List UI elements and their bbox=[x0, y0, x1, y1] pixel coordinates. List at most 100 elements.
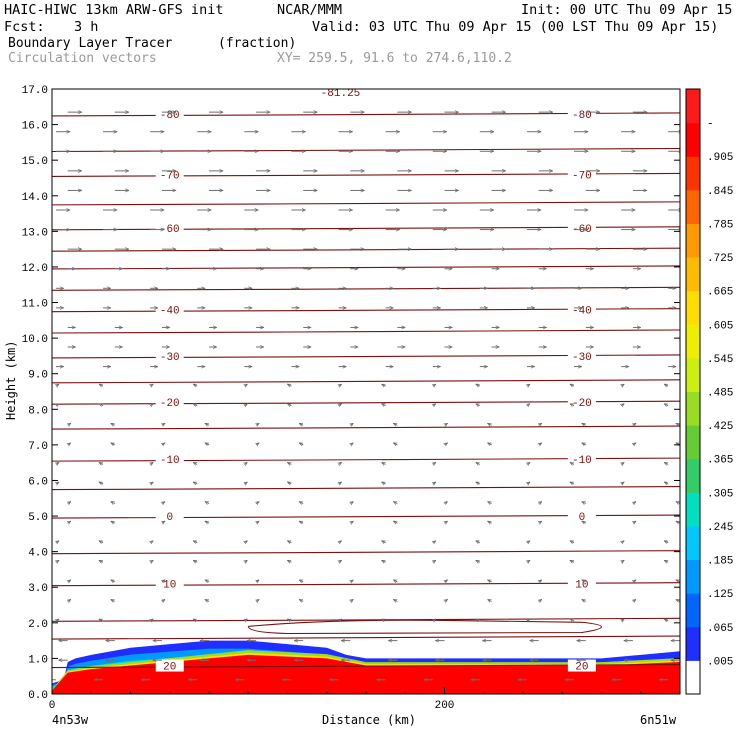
colorbar-label: .245 bbox=[707, 522, 733, 534]
circulation-vector bbox=[111, 442, 116, 445]
circulation-vector bbox=[433, 404, 436, 406]
colorbar-swatch bbox=[686, 89, 700, 124]
circulation-vector bbox=[299, 501, 304, 504]
circulation-vector bbox=[527, 462, 530, 464]
circulation-vector bbox=[150, 462, 153, 464]
contour-label-5-0: -20 bbox=[160, 398, 180, 410]
circulation-vector bbox=[488, 442, 492, 445]
contour-label-bg bbox=[567, 659, 596, 672]
y-tick-label: 10.0 bbox=[22, 334, 48, 346]
circulation-vector bbox=[350, 580, 353, 582]
circulation-vector bbox=[287, 403, 292, 406]
circulation-vector bbox=[111, 520, 116, 523]
circulation-vector bbox=[393, 501, 398, 504]
contour-label-9-1: 20 bbox=[575, 662, 588, 674]
y-tick-label: 7.0 bbox=[28, 441, 48, 453]
contour-label-bg bbox=[567, 168, 596, 181]
x-tick-label: 0 bbox=[49, 700, 56, 712]
circulation-vector bbox=[99, 462, 104, 464]
circulation-vector bbox=[150, 541, 153, 543]
circulation-vector bbox=[256, 443, 259, 445]
contour-label-4-0: -30 bbox=[160, 352, 180, 364]
circulation-vector bbox=[382, 481, 386, 484]
circulation-vector bbox=[488, 520, 492, 523]
circulation-vector bbox=[162, 599, 165, 601]
colorbar-swatch bbox=[686, 156, 700, 191]
circulation-vector bbox=[150, 560, 153, 562]
circulation-vector bbox=[205, 501, 210, 504]
circulation-vector bbox=[68, 580, 71, 582]
circulation-vector bbox=[193, 540, 198, 543]
circulation-vector bbox=[676, 579, 680, 582]
circulation-vector bbox=[56, 619, 59, 621]
overlay-name: Circulation vectors bbox=[8, 51, 157, 66]
circulation-vector bbox=[150, 619, 153, 621]
circulation-vector bbox=[287, 462, 292, 464]
circulation-vector bbox=[256, 599, 259, 601]
contour-line-14 bbox=[52, 286, 680, 291]
circulation-vector bbox=[433, 384, 436, 386]
contour-label-3-1: -40 bbox=[572, 306, 592, 318]
circulation-vector bbox=[111, 501, 116, 504]
circulation-vector bbox=[150, 384, 153, 386]
circulation-vector bbox=[539, 502, 542, 504]
field-name: Boundary Layer Tracer bbox=[8, 36, 173, 51]
contour-line-11 bbox=[52, 201, 680, 206]
circulation-vector bbox=[205, 520, 210, 523]
contour-label-bg bbox=[155, 510, 184, 523]
circulation-vector bbox=[68, 502, 71, 504]
colorbar-swatch bbox=[686, 257, 700, 292]
colorbar-label: .785 bbox=[707, 219, 733, 231]
circulation-vector bbox=[488, 579, 492, 582]
colorbar-label: .545 bbox=[707, 354, 733, 366]
circulation-vector bbox=[621, 404, 624, 406]
circulation-vector bbox=[287, 540, 292, 543]
circulation-vector bbox=[56, 384, 59, 386]
circulation-vector bbox=[488, 599, 492, 601]
x-tick-label: 200 bbox=[435, 700, 455, 712]
circulation-vector bbox=[256, 423, 259, 425]
y-tick-label: 12.0 bbox=[22, 263, 48, 275]
circulation-vector bbox=[299, 579, 304, 582]
circulation-vector bbox=[433, 541, 436, 543]
contour-label-6-0: -10 bbox=[160, 455, 180, 467]
y-tick-label: 15.0 bbox=[22, 156, 48, 168]
y-tick-label: 2.0 bbox=[28, 619, 48, 631]
colorbar-label: .185 bbox=[707, 556, 733, 568]
circulation-vector bbox=[244, 462, 247, 464]
circulation-vector bbox=[111, 599, 116, 601]
circulation-vector bbox=[382, 540, 386, 543]
contour-label-bg bbox=[567, 510, 596, 523]
circulation-vector bbox=[633, 599, 636, 601]
contour-label-1-1: -70 bbox=[572, 170, 592, 182]
circulation-vector bbox=[527, 619, 530, 621]
circulation-vector bbox=[445, 502, 448, 504]
circulation-vector bbox=[193, 481, 198, 484]
circulation-vector bbox=[570, 559, 575, 562]
y-tick-label: 14.0 bbox=[22, 192, 48, 204]
colorbar-swatch bbox=[686, 223, 700, 258]
circulation-vector bbox=[676, 422, 680, 425]
colorbar-swatch bbox=[686, 122, 700, 157]
colorbar-swatch bbox=[686, 324, 700, 359]
colorbar-label: .665 bbox=[707, 287, 733, 299]
circulation-vector bbox=[539, 521, 542, 523]
xy-coordinates: XY= 259.5, 91.6 to 274.6,110.2 bbox=[277, 51, 512, 66]
circulation-vector bbox=[445, 580, 448, 582]
circulation-vector bbox=[433, 560, 436, 562]
circulation-vector bbox=[527, 482, 530, 484]
circulation-vector bbox=[56, 462, 59, 464]
circulation-vector bbox=[664, 383, 669, 386]
circulation-vector bbox=[68, 599, 71, 601]
y-tick-label: 3.0 bbox=[28, 583, 48, 595]
contour-label-7-0: 0 bbox=[166, 512, 173, 524]
forecast-label: Fcst: bbox=[4, 19, 45, 35]
circulation-vector bbox=[99, 481, 104, 484]
circulation-vector bbox=[382, 462, 386, 464]
circulation-vector bbox=[56, 560, 59, 562]
circulation-vector bbox=[393, 442, 398, 445]
contour-line-19 bbox=[52, 550, 680, 555]
circulation-vector bbox=[244, 404, 247, 406]
circulation-vector bbox=[382, 559, 386, 562]
circulation-vector bbox=[162, 521, 165, 523]
